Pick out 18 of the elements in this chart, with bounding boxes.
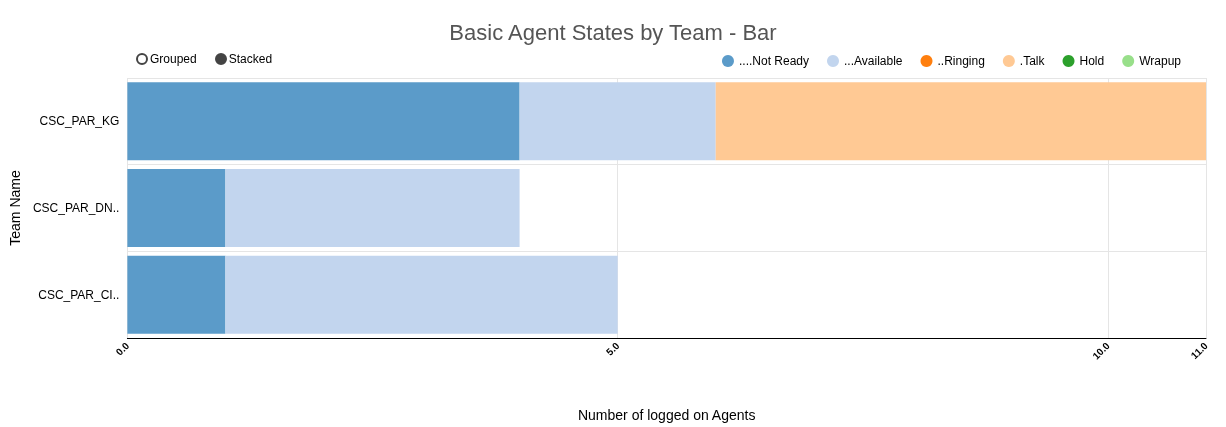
text: Grouped	[150, 52, 197, 66]
legend-label: ....Not Ready	[738, 54, 809, 68]
y-axis-title: Team Name	[7, 170, 23, 246]
legend-label: .Talk	[1019, 54, 1046, 68]
chart-title: Basic Agent States by Team - Bar	[449, 19, 777, 45]
y-tick-label: CSC_PAR_KG	[39, 114, 120, 129]
x-tick-label: 11.0	[1188, 339, 1211, 362]
x-tick-label: 0.0	[113, 339, 132, 358]
y-tick-label: CSC_PAR_DN..	[32, 201, 120, 215]
x-axis-title: Number of logged on Agents	[577, 407, 756, 423]
text: Stacked	[228, 52, 273, 66]
x-tick-label: 5.0	[603, 339, 622, 358]
y-tick-label: CSC_PAR_CI..	[38, 287, 120, 302]
x-tick-label: 10.0	[1090, 339, 1113, 362]
legend-label: ...Available	[844, 54, 903, 68]
legend-label: ..Ringing	[937, 54, 985, 68]
legend-label: Hold	[1079, 54, 1105, 68]
legend-label: Wrapup	[1139, 54, 1182, 68]
